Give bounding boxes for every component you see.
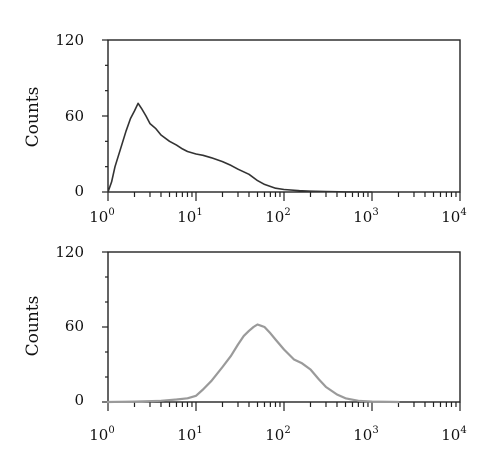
x-tick-label: 103	[353, 207, 378, 226]
plot-frame	[107, 39, 461, 193]
x-tick-label: 104	[441, 425, 466, 444]
y-axis-label: Counts	[23, 296, 43, 357]
y-tick-label: 0	[74, 391, 84, 409]
x-tick-label: 104	[441, 207, 466, 226]
axis-ticks	[102, 251, 461, 411]
x-tick-label: 102	[265, 425, 290, 444]
y-tick-label: 120	[55, 31, 84, 49]
y-tick-label: 60	[65, 317, 84, 335]
plot-frame	[107, 251, 461, 403]
x-tick-label: 100	[89, 425, 114, 444]
histogram-panel-top: Counts 120 60 0 100 101 102 103 104	[23, 31, 467, 226]
x-tick-label: 101	[177, 207, 202, 226]
axis-ticks	[102, 39, 461, 201]
x-tick-label: 101	[177, 425, 202, 444]
x-tick-label: 102	[265, 207, 290, 226]
y-tick-label: 0	[74, 182, 84, 200]
y-tick-label: 60	[65, 107, 84, 125]
histogram-panel-bottom: Counts 120 60 0 100 101 102 103 104	[23, 243, 467, 444]
y-axis-label: Counts	[23, 87, 43, 148]
x-tick-labels: 100 101 102 103 104	[89, 425, 466, 444]
x-tick-label: 100	[89, 207, 114, 226]
x-tick-label: 103	[353, 425, 378, 444]
x-tick-labels: 100 101 102 103 104	[89, 207, 466, 226]
y-tick-label: 120	[55, 243, 84, 261]
histogram-curve	[107, 102, 373, 193]
histogram-curve	[106, 323, 400, 404]
